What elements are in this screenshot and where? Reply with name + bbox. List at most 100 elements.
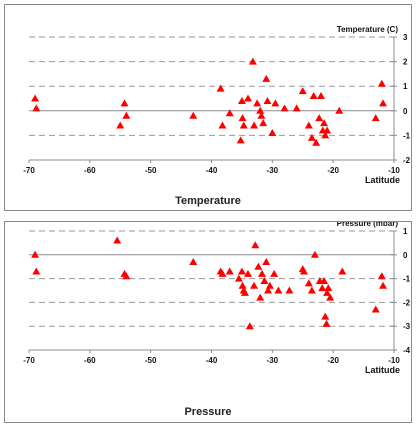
data-point-marker	[238, 114, 247, 122]
y-tick-label: 2	[403, 58, 408, 67]
y-tick-label: 0	[403, 251, 408, 260]
data-point-marker	[257, 269, 266, 277]
data-point-marker	[263, 96, 272, 104]
data-point-marker	[262, 74, 271, 82]
y-axis-title: Temperature (C)	[337, 25, 399, 34]
data-point-marker	[379, 281, 388, 289]
data-point-marker	[323, 288, 332, 296]
data-point-marker	[218, 269, 227, 277]
data-point-marker	[225, 109, 234, 117]
data-point-marker	[268, 128, 277, 136]
data-point-marker	[262, 257, 271, 265]
data-point-marker	[238, 281, 247, 289]
data-point-marker	[312, 138, 321, 146]
data-point-marker	[315, 114, 324, 122]
data-point-marker	[307, 286, 316, 294]
y-tick-label: 3	[403, 33, 408, 42]
data-point-marker	[309, 92, 318, 100]
data-point-marker	[240, 288, 249, 296]
y-tick-label: -3	[403, 322, 411, 331]
data-point-marker	[245, 322, 254, 330]
data-point-marker	[218, 121, 227, 129]
data-point-marker	[256, 293, 265, 301]
data-point-marker	[304, 121, 313, 129]
data-point-marker	[274, 286, 283, 294]
data-point-marker	[371, 305, 380, 313]
x-tick-label: -60	[84, 166, 96, 175]
y-tick-label: -2	[403, 156, 411, 165]
data-point-marker	[257, 111, 266, 119]
data-point-marker	[310, 250, 319, 258]
data-point-marker	[307, 133, 316, 141]
pressure-chart-panel: -4 -3 -2 -1 0 1 -70 -60 -50 -40 -30 -20 -10 Pressure …	[4, 221, 412, 423]
y-tick-label: -4	[403, 346, 411, 355]
y-tick-label: -2	[403, 298, 411, 307]
data-point-marker	[377, 272, 386, 280]
temperature-chart-panel: -2 -1 0 1 2 3 -70 -60 -50 -40 -30 -20 -10 Temperature…	[4, 4, 412, 211]
data-point-marker	[225, 267, 234, 275]
data-point-marker	[122, 111, 131, 119]
x-axis-title: Latitude	[365, 365, 400, 375]
x-tick-label: -60	[84, 356, 96, 365]
data-point-marker	[335, 106, 344, 114]
data-point-marker	[250, 281, 259, 289]
data-point-marker	[371, 114, 380, 122]
data-point-marker	[216, 84, 225, 92]
data-point-marker	[189, 111, 198, 119]
data-point-marker	[317, 92, 325, 100]
data-point-marker	[323, 126, 332, 134]
data-point-marker	[322, 319, 331, 327]
data-point-marker	[321, 131, 330, 139]
y-tick-label: -1	[403, 275, 411, 284]
x-tick-label: -70	[23, 356, 35, 365]
data-point-marker	[259, 119, 268, 127]
data-point-marker	[298, 87, 307, 95]
data-point-marker	[251, 241, 260, 249]
y-tick-label: -1	[403, 131, 411, 140]
data-point-marker	[250, 121, 259, 129]
data-point-marker	[299, 267, 308, 275]
data-point-marker	[292, 104, 301, 112]
data-point-marker	[122, 272, 131, 280]
data-point-marker	[31, 94, 40, 102]
data-point-marker	[248, 57, 257, 65]
x-tick-label: -20	[327, 356, 339, 365]
data-point-marker	[264, 286, 273, 294]
data-point-marker	[321, 312, 330, 320]
data-point-marker	[379, 99, 388, 107]
data-point-marker	[320, 276, 329, 284]
data-point-marker	[113, 236, 122, 244]
data-point-marker	[338, 267, 347, 275]
data-point-marker	[120, 99, 129, 107]
x-tick-label: -30	[267, 356, 279, 365]
pressure-chart-title: Pressure	[184, 406, 232, 418]
x-tick-label: -20	[327, 166, 339, 175]
x-tick-label: -40	[206, 166, 218, 175]
data-point-marker	[244, 94, 252, 102]
data-point-marker	[326, 293, 335, 301]
data-point-marker	[285, 286, 294, 294]
data-point-marker	[271, 99, 280, 107]
data-point-marker	[265, 281, 274, 289]
x-tick-label: -50	[145, 166, 157, 175]
temperature-chart-title: Temperature	[175, 195, 241, 207]
x-tick-label: -40	[206, 356, 218, 365]
x-axis-title: Latitude	[365, 175, 400, 185]
data-point-marker	[253, 99, 262, 107]
data-point-marker	[31, 250, 40, 258]
y-tick-label: 1	[403, 82, 408, 91]
data-point-marker	[32, 267, 41, 275]
data-point-marker	[304, 279, 313, 287]
data-point-marker	[237, 267, 246, 275]
x-tick-label: -70	[23, 166, 35, 175]
y-tick-label: 0	[403, 107, 408, 116]
x-tick-label: -10	[388, 356, 400, 365]
y-axis-title: Pressure (mbar)	[337, 222, 399, 228]
data-point-marker	[116, 121, 125, 129]
data-point-marker	[270, 269, 279, 277]
data-point-marker	[256, 106, 265, 114]
data-point-marker	[234, 274, 243, 282]
x-tick-label: -30	[267, 166, 279, 175]
data-point-marker	[280, 104, 289, 112]
